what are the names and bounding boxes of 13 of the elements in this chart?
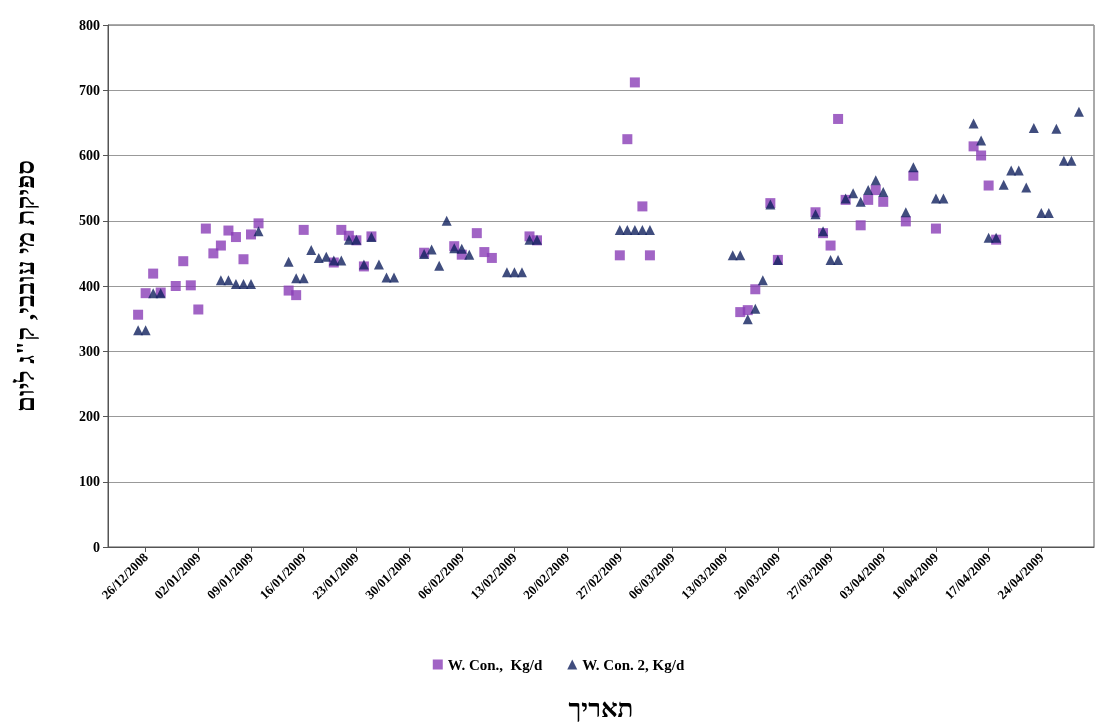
x-axis-title: תאריך (568, 693, 634, 723)
legend-label: W. Con. 2, Kg/d (582, 656, 685, 673)
y-tick-label: 800 (79, 17, 100, 33)
legend-label: W. Con., Kg/d (447, 656, 543, 673)
y-tick-label: 600 (79, 148, 100, 163)
y-axis-title: ספיקת מי עובבי, ק"ג ליום (10, 159, 40, 413)
y-tick-label: 400 (79, 278, 100, 294)
y-tick-label: 0 (93, 539, 100, 555)
y-tick-label: 500 (79, 213, 100, 229)
y-tick-label: 100 (79, 474, 100, 490)
y-tick-label: 300 (79, 343, 100, 359)
y-tick-label: 200 (79, 409, 100, 424)
y-tick-label: 700 (79, 82, 100, 98)
